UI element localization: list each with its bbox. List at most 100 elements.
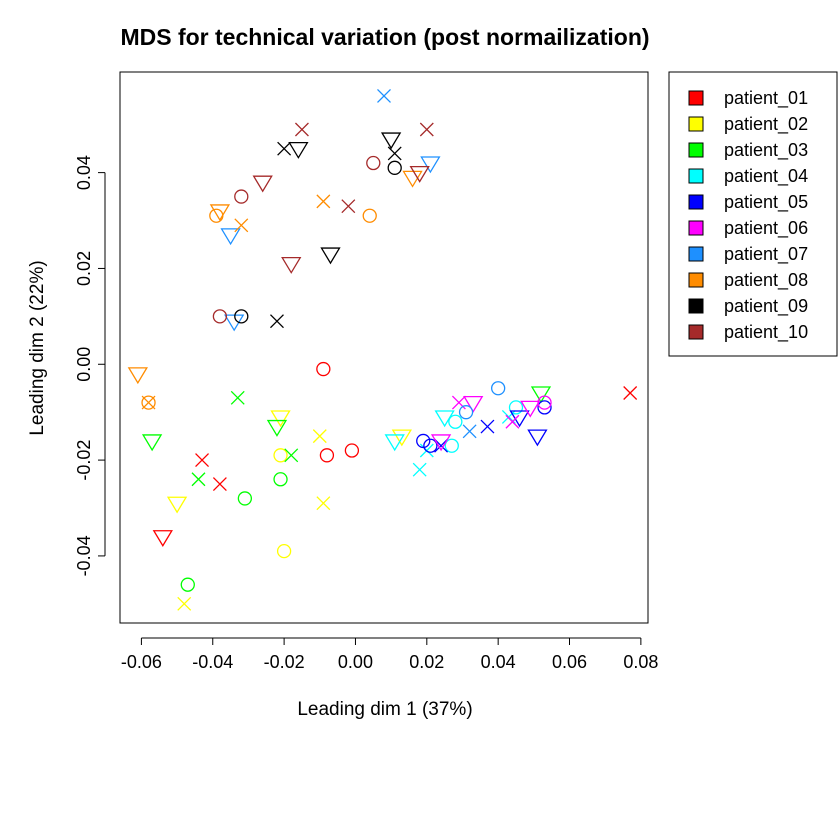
patient_08-x-point — [141, 395, 156, 410]
series-patient_01 — [152, 361, 638, 548]
legend-swatch — [688, 116, 704, 132]
series-patient_05 — [416, 400, 552, 453]
x-tick-label: 0.00 — [338, 652, 373, 672]
patient_03-triangle-down-point — [266, 419, 288, 437]
x-tick-label: -0.06 — [121, 652, 162, 672]
y-tick-label: -0.02 — [74, 440, 94, 481]
patient_05-circle-point — [416, 433, 431, 449]
legend-label: patient_07 — [724, 244, 808, 265]
patient_08-triangle-down-point — [402, 170, 423, 188]
data-points — [127, 88, 638, 611]
patient_07-triangle-down-point — [220, 228, 241, 246]
patient_06-triangle-down-point — [430, 434, 452, 452]
x-tick-label: 0.06 — [552, 652, 587, 672]
legend-label: patient_08 — [724, 270, 808, 291]
patient_09-triangle-down-point — [288, 142, 309, 159]
patient_01-circle-point — [344, 443, 360, 458]
patient_06-x-point — [451, 395, 466, 410]
patient_02-triangle-down-point — [391, 429, 412, 447]
patient_01-circle-point — [319, 448, 335, 463]
patient_05-circle-point — [423, 438, 438, 453]
patient_01-triangle-down-point — [152, 530, 173, 548]
patient_04-triangle-down-point — [434, 410, 455, 428]
chart-title: MDS for technical variation (post normai… — [120, 24, 649, 50]
patient_09-x-point — [387, 146, 402, 161]
y-tick-label: 0.02 — [74, 251, 94, 286]
legend-swatch — [688, 90, 704, 106]
legend-swatch — [688, 220, 704, 236]
patient_03-x-point — [191, 472, 206, 487]
y-axis: -0.04 -0.02 0.00 0.02 0.04 — [74, 155, 106, 576]
patient_02-triangle-down-point — [270, 410, 291, 428]
x-tick-label: -0.02 — [264, 652, 305, 672]
legend-label: patient_09 — [724, 296, 808, 317]
patient_02-triangle-down-point — [166, 496, 188, 514]
patient_06-x-point — [505, 414, 520, 429]
series-patient_03 — [141, 386, 552, 592]
patient_02-x-point — [312, 429, 327, 444]
patient_03-triangle-down-point — [530, 386, 552, 404]
patient_05-triangle-down-point — [527, 429, 548, 447]
legend-swatch — [688, 272, 704, 288]
patient_08-x-point — [316, 194, 331, 209]
patient_08-circle-point — [362, 208, 377, 223]
legend-label: patient_02 — [724, 114, 808, 135]
patient_09-circle-point — [234, 309, 249, 324]
patient_08-triangle-down-point — [209, 204, 231, 222]
patient_05-x-point — [480, 419, 495, 434]
legend-swatch — [688, 194, 704, 210]
patient_08-triangle-down-point — [127, 367, 148, 385]
series-patient_02 — [166, 410, 412, 611]
patient_08-circle-point — [141, 395, 156, 410]
patient_09-x-point — [277, 141, 292, 156]
patient_04-circle-point — [508, 400, 524, 415]
patient_09-circle-point — [387, 160, 402, 175]
patient_06-triangle-down-point — [520, 400, 541, 418]
patient_09-triangle-down-point — [380, 132, 402, 150]
x-tick-label: 0.08 — [623, 652, 658, 672]
patient_04-circle-point — [444, 438, 459, 453]
patient_04-circle-point — [448, 414, 463, 429]
legend-label: patient_05 — [724, 192, 808, 213]
patient_10-x-point — [419, 122, 434, 137]
legend-label: patient_04 — [724, 166, 808, 187]
patient_10-triangle-down-point — [409, 165, 430, 183]
patient_10-circle-point — [234, 189, 249, 204]
patient_10-triangle-down-point — [281, 257, 302, 274]
y-tick-label: 0.00 — [74, 347, 94, 382]
plot-area-border — [119, 71, 649, 624]
x-tick-label: 0.02 — [409, 652, 444, 672]
patient_02-x-point — [316, 496, 331, 511]
series-patient_09 — [234, 132, 402, 329]
patient_06-triangle-down-point — [463, 395, 484, 413]
patient_08-circle-point — [209, 208, 224, 223]
legend-label: patient_06 — [724, 218, 808, 239]
series-patient_10 — [212, 122, 434, 324]
patient_05-circle-point — [537, 400, 552, 415]
y-axis-label: Leading dim 2 (22%) — [27, 260, 48, 435]
legend-swatch — [688, 246, 704, 262]
y-tick-label: -0.04 — [74, 535, 94, 576]
patient_10-circle-point — [366, 155, 381, 171]
x-tick-label: -0.04 — [192, 652, 233, 672]
y-tick-label: 0.04 — [74, 155, 94, 190]
patient_07-circle-point — [458, 405, 474, 420]
x-axis-label: Leading dim 1 (37%) — [297, 699, 472, 720]
patient_04-triangle-down-point — [384, 434, 405, 452]
patient_03-triangle-down-point — [141, 434, 163, 452]
patient_02-circle-point — [276, 543, 292, 559]
legend-label: patient_03 — [724, 140, 808, 161]
patient_05-x-point — [434, 438, 449, 453]
patient_03-circle-point — [237, 491, 253, 506]
legend-label: patient_10 — [724, 322, 808, 343]
patient_10-x-point — [341, 199, 356, 214]
x-tick-label: 0.04 — [481, 652, 516, 672]
series-patient_06 — [430, 395, 552, 452]
patient_07-x-point — [462, 424, 477, 439]
patient_07-x-point — [377, 88, 391, 103]
patient_01-x-point — [212, 477, 227, 492]
patient_01-circle-point — [316, 361, 331, 377]
patient_10-circle-point — [212, 309, 228, 324]
legend: patient_01 patient_02 patient_03 patient_04… — [668, 71, 838, 357]
